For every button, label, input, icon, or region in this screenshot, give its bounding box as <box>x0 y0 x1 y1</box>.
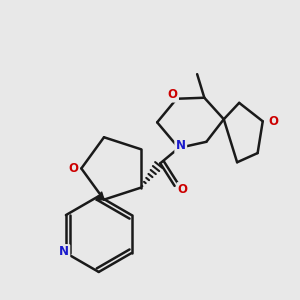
Text: N: N <box>176 140 186 152</box>
Text: O: O <box>268 115 278 128</box>
Text: O: O <box>178 184 188 196</box>
Text: O: O <box>167 88 178 101</box>
Text: N: N <box>59 245 69 259</box>
Text: O: O <box>68 162 78 175</box>
Polygon shape <box>96 192 104 200</box>
